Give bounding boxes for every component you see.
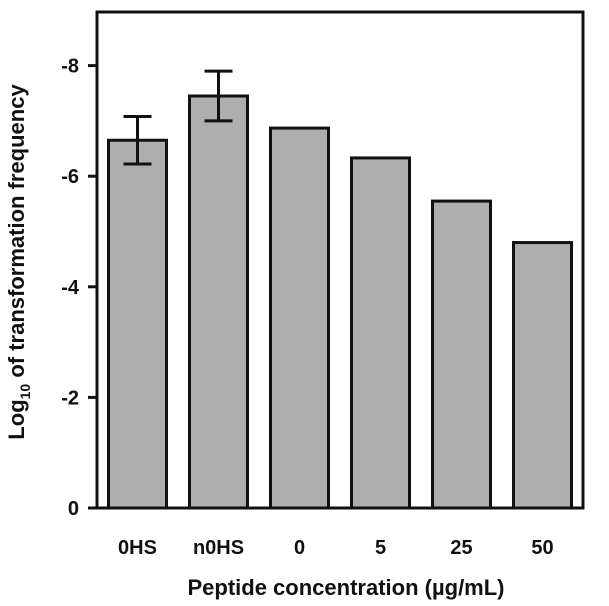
- y-tick-label: -4: [61, 277, 80, 299]
- x-tick-label: 0HS: [118, 537, 157, 559]
- y-tick-label: -6: [61, 166, 79, 188]
- bar-0HS: [107, 138, 168, 510]
- y-tick-label: -8: [61, 56, 79, 78]
- x-tick-label: 50: [531, 537, 553, 559]
- y-axis-title-subscript: 10: [17, 384, 33, 400]
- plot-area: 0HS n0HS 0 5 25 50 0 -2 -4 -6 -8: [61, 10, 585, 559]
- x-tick-label: 0: [294, 537, 305, 559]
- x-tick-label: 25: [450, 537, 472, 559]
- bar-50: [512, 241, 573, 510]
- y-axis-title-suffix: of transformation frequency: [4, 84, 29, 384]
- y-tick-label: -2: [61, 387, 79, 409]
- y-axis-title-prefix: Log: [4, 399, 29, 439]
- x-axis-title: Peptide concentration (µg/mL): [187, 575, 504, 600]
- bar-0: [269, 126, 330, 510]
- bar-25: [431, 199, 492, 510]
- x-tick-label: 5: [375, 537, 386, 559]
- x-tick-label: n0HS: [193, 537, 244, 559]
- bar-5: [350, 156, 411, 510]
- y-tick-label: 0: [68, 498, 79, 520]
- y-axis-title: Log10 of transformation frequency: [4, 84, 33, 440]
- bar-n0HS: [188, 94, 249, 510]
